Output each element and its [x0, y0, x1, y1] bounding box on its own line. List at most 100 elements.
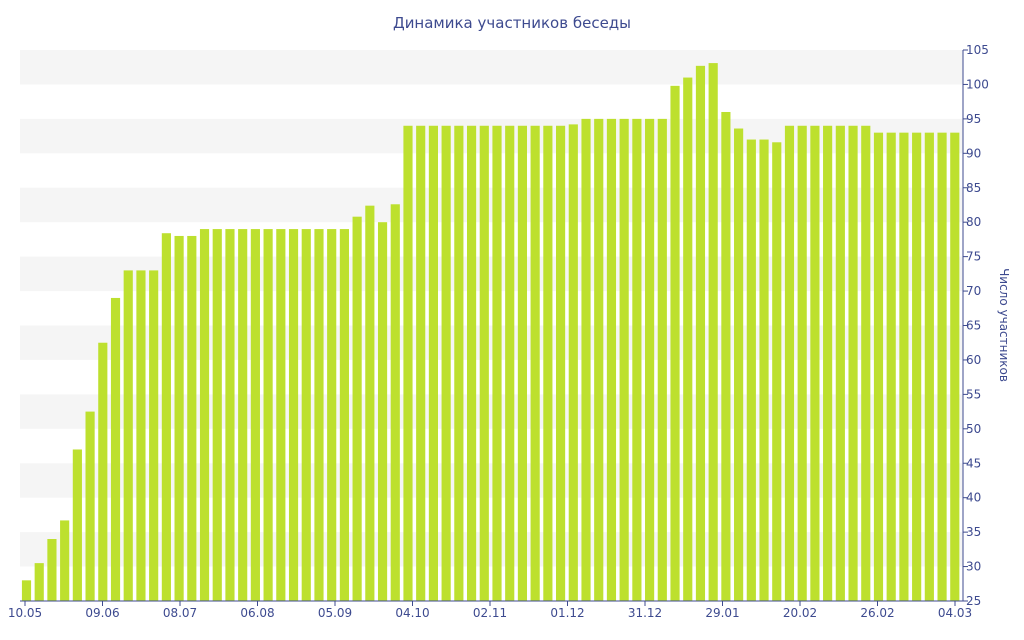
- y-axis-ticks: 25 30 35 40 45 50 55 60 65 70 75 80 85 90 95 100 105: [963, 43, 989, 608]
- bar: [594, 118, 604, 602]
- bar: [365, 205, 375, 601]
- bar: [645, 118, 655, 602]
- background-band: [20, 463, 963, 498]
- bar: [314, 229, 324, 601]
- bar: [174, 235, 184, 601]
- bar: [899, 132, 909, 601]
- x-tick-label: 10.05: [8, 606, 42, 620]
- bar: [505, 125, 515, 601]
- x-tick-label: 02.11: [473, 606, 507, 620]
- bar: [848, 125, 858, 601]
- bar: [543, 125, 553, 601]
- bar: [556, 125, 566, 601]
- background-band: [20, 118, 963, 154]
- background-band: [20, 187, 963, 223]
- x-tick-label: 08.07: [163, 606, 197, 620]
- bar: [60, 520, 70, 601]
- x-tick-label: 05.09: [318, 606, 352, 620]
- y-tick-label: 55: [966, 387, 981, 401]
- chart-title: Динамика участников беседы: [393, 14, 631, 32]
- bar: [810, 125, 820, 601]
- y-tick-label: 75: [966, 250, 981, 264]
- bar: [721, 111, 731, 602]
- x-tick-label: 04.03: [938, 606, 972, 620]
- bar: [263, 229, 273, 601]
- x-tick-label: 01.12: [550, 606, 584, 620]
- x-tick-label: 06.08: [240, 606, 274, 620]
- y-tick-label: 90: [966, 146, 981, 160]
- bar: [797, 125, 807, 601]
- bar: [670, 85, 680, 601]
- y-tick-label: 95: [966, 112, 981, 126]
- x-tick-label: 20.02: [783, 606, 817, 620]
- bar: [746, 139, 756, 602]
- bar: [492, 125, 502, 601]
- bar: [912, 132, 922, 601]
- bar: [683, 77, 693, 602]
- bar: [772, 142, 782, 602]
- y-tick-label: 70: [966, 284, 981, 298]
- background-band: [20, 394, 963, 429]
- bar: [428, 125, 438, 601]
- x-tick-label: 04.10: [395, 606, 429, 620]
- bar: [187, 235, 197, 601]
- bar: [327, 229, 337, 601]
- bar: [924, 132, 934, 601]
- x-axis-ticks: 10.05 09.06 08.07 06.08 05.09 04.10 02.11 01.12…: [8, 601, 972, 620]
- bar: [695, 65, 706, 602]
- bar: [441, 125, 451, 601]
- bars: [21, 63, 960, 602]
- bar: [377, 222, 388, 601]
- bar: [619, 118, 629, 602]
- y-tick-label: 25: [966, 594, 981, 608]
- bar: [301, 229, 311, 601]
- bar: [581, 118, 591, 602]
- bar: [886, 132, 896, 601]
- y-tick-label: 50: [966, 422, 981, 436]
- bar: [454, 125, 464, 601]
- bar: [466, 125, 477, 601]
- background-band: [20, 532, 963, 567]
- background-band: [20, 50, 963, 85]
- bar: [950, 132, 960, 601]
- bar: [517, 125, 528, 601]
- bar: [136, 270, 146, 601]
- bar: [568, 124, 578, 601]
- y-tick-label: 60: [966, 353, 981, 367]
- x-tick-label: 31.12: [628, 606, 662, 620]
- bar: [212, 229, 222, 601]
- y-tick-label: 65: [966, 319, 981, 333]
- y-tick-label: 35: [966, 525, 981, 539]
- bar: [250, 229, 260, 601]
- bar: [199, 229, 210, 601]
- y-tick-label: 105: [966, 43, 989, 57]
- y-tick-label: 45: [966, 456, 981, 470]
- bar: [85, 411, 95, 601]
- y-axis-label: Число участников: [997, 268, 1011, 382]
- x-tick-label: 09.06: [85, 606, 119, 620]
- x-tick-label: 29.01: [705, 606, 739, 620]
- bar: [759, 139, 769, 602]
- bar: [161, 233, 171, 601]
- bar: [225, 229, 235, 601]
- bar: [123, 270, 133, 601]
- bar: [403, 125, 413, 601]
- bar: [861, 125, 871, 601]
- bar: [98, 342, 108, 601]
- bar: [937, 132, 947, 601]
- bar: [276, 229, 286, 601]
- bar: [657, 118, 667, 602]
- bar: [238, 229, 248, 601]
- bar: [352, 216, 362, 601]
- background-band: [20, 256, 963, 292]
- bar: [479, 125, 489, 601]
- y-tick-label: 80: [966, 215, 981, 229]
- bar: [47, 539, 57, 601]
- bar: [823, 125, 833, 601]
- y-tick-label: 30: [966, 560, 981, 574]
- x-tick-label: 26.02: [860, 606, 894, 620]
- bar: [530, 125, 540, 601]
- background-band: [20, 325, 963, 360]
- bar: [288, 229, 299, 601]
